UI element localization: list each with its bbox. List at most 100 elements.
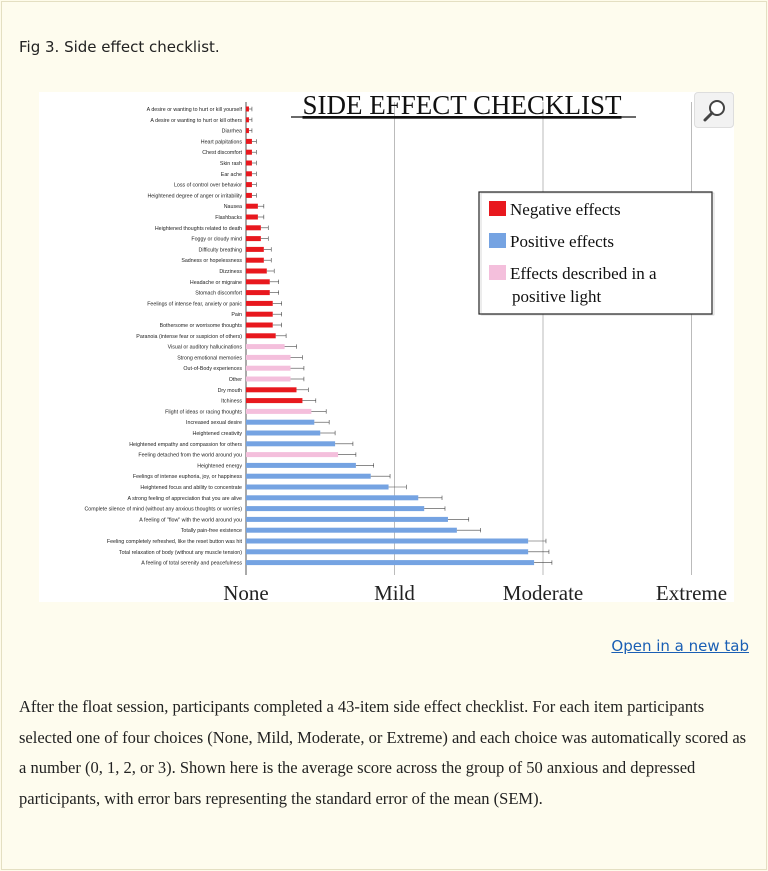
open-in-new-tab-link[interactable]: Open in a new tab xyxy=(611,637,749,655)
bar xyxy=(246,128,249,134)
bar xyxy=(246,333,276,339)
bar xyxy=(246,203,258,209)
x-tick-label: None xyxy=(223,581,269,602)
x-tick-label: Extreme xyxy=(656,581,727,602)
bar xyxy=(246,419,315,425)
y-tick-label: A desire or wanting to hurt or kill othe… xyxy=(150,118,242,124)
bar xyxy=(246,441,336,447)
y-tick-label: Dizziness xyxy=(219,269,242,275)
y-tick-label: Feelings of intense fear, anxiety or pan… xyxy=(147,301,242,307)
bar xyxy=(246,149,252,155)
y-tick-label: Total relaxation of body (without any mu… xyxy=(119,550,242,556)
chart-figure[interactable]: A desire or wanting to hurt or kill your… xyxy=(39,92,734,602)
y-tick-label: Heightened thoughts related to death xyxy=(155,226,242,232)
bar xyxy=(246,376,291,382)
y-tick-label: Totally pain-free existence xyxy=(181,528,242,534)
bar xyxy=(246,117,249,123)
bar xyxy=(246,430,321,436)
bar xyxy=(246,538,529,544)
legend-swatch xyxy=(489,201,506,216)
bar xyxy=(246,387,297,393)
figure-caption: Fig 3. Side effect checklist. xyxy=(19,38,220,56)
bar xyxy=(246,452,339,458)
bar xyxy=(246,354,291,360)
y-tick-label: Skin rash xyxy=(220,161,242,167)
chart-title: SIDE EFFECT CHECKLIST xyxy=(302,92,622,120)
legend-swatch xyxy=(489,265,506,280)
y-tick-label: Heightened creativity xyxy=(193,431,243,437)
y-tick-label: Nausea xyxy=(224,204,242,210)
y-tick-label: A strong feeling of appreciation that yo… xyxy=(127,496,242,502)
y-tick-label: Heightened degree of anger or irritabili… xyxy=(147,193,242,199)
side-effect-chart: A desire or wanting to hurt or kill your… xyxy=(84,92,727,602)
y-tick-label: Heightened empathy and compassion for ot… xyxy=(129,442,242,448)
x-tick-label: Moderate xyxy=(503,581,583,602)
bar xyxy=(246,279,270,285)
y-tick-label: Dry mouth xyxy=(218,388,242,394)
bar xyxy=(246,344,285,350)
bar xyxy=(246,236,261,242)
bar xyxy=(246,290,270,296)
y-tick-label: Headache or migraine xyxy=(190,280,242,286)
bar xyxy=(246,311,273,317)
bar xyxy=(246,214,258,220)
y-tick-label: A feeling of total serenity and peaceful… xyxy=(141,561,242,567)
y-tick-label: Strong emotional memories xyxy=(177,355,242,361)
bar xyxy=(246,171,252,177)
bar xyxy=(246,192,252,198)
bar xyxy=(246,398,303,404)
y-tick-label: Flight of ideas or racing thoughts xyxy=(165,409,242,415)
y-tick-label: Foggy or cloudy mind xyxy=(191,237,242,243)
bar xyxy=(246,560,535,566)
y-tick-label: Diarrhea xyxy=(222,129,242,135)
legend-shadow xyxy=(480,192,715,316)
bar xyxy=(246,257,264,263)
bar xyxy=(246,300,273,306)
bar xyxy=(246,160,252,166)
legend-label: Positive effects xyxy=(510,232,614,251)
bar xyxy=(246,182,252,188)
y-tick-label: Feeling detached from the world around y… xyxy=(138,453,242,459)
bar xyxy=(246,484,389,490)
bar xyxy=(246,408,312,414)
bar xyxy=(246,516,448,522)
bar xyxy=(246,527,457,533)
y-tick-label: A desire or wanting to hurt or kill your… xyxy=(147,107,243,113)
y-tick-label: Feeling completely refreshed, like the r… xyxy=(107,539,243,545)
y-tick-label: Ear ache xyxy=(221,172,242,178)
y-tick-label: Bothersome or worrisome thoughts xyxy=(160,323,243,329)
legend-label: Negative effects xyxy=(510,200,621,219)
bar xyxy=(246,365,291,371)
y-tick-label: Sadness or hopelessness xyxy=(181,258,242,264)
x-tick-label: Mild xyxy=(374,581,415,602)
y-tick-label: A feeling of "flow" with the world aroun… xyxy=(139,517,242,523)
bar xyxy=(246,138,252,144)
legend-label: Effects described in a positive light xyxy=(510,264,657,306)
bar xyxy=(246,462,356,468)
y-tick-label: Out-of-Body experiences xyxy=(183,366,242,372)
y-tick-label: Stomach discomfort xyxy=(195,291,242,297)
bar xyxy=(246,246,264,252)
bar xyxy=(246,495,419,501)
bar xyxy=(246,506,425,512)
zoom-button[interactable] xyxy=(694,92,734,128)
y-tick-label: Pain xyxy=(231,312,242,318)
bar xyxy=(246,473,371,479)
figure-description: After the float session, participants co… xyxy=(19,697,747,808)
y-tick-label: Flashbacks xyxy=(215,215,242,221)
bar xyxy=(246,549,529,555)
legend-box xyxy=(478,191,713,315)
y-tick-label: Chest discomfort xyxy=(202,150,242,156)
y-tick-label: Paranoia (intense fear or suspicion of o… xyxy=(136,334,242,340)
bar xyxy=(246,268,267,274)
y-tick-label: Other xyxy=(229,377,242,383)
y-tick-label: Loss of control over behavior xyxy=(174,183,242,189)
y-tick-label: Itchiness xyxy=(221,399,242,405)
y-tick-label: Feelings of intense euphoria, joy, or ha… xyxy=(133,474,242,480)
y-tick-label: Complete silence of mind (without any an… xyxy=(84,507,242,513)
bar xyxy=(246,106,249,112)
y-tick-label: Heightened focus and ability to concentr… xyxy=(140,485,242,491)
y-tick-label: Heightened energy xyxy=(197,463,242,469)
legend-swatch xyxy=(489,233,506,248)
